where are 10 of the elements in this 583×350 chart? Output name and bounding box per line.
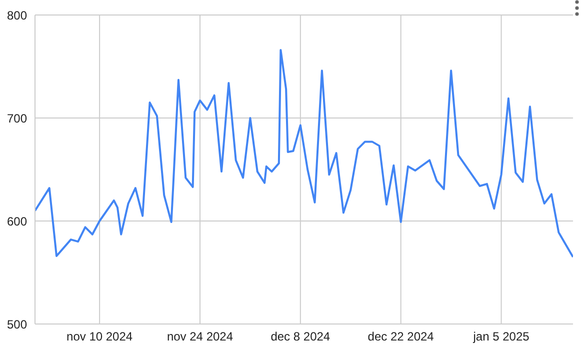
x-tick-label: nov 10 2024 xyxy=(66,330,133,344)
line-series xyxy=(35,49,573,258)
y-tick-label: 600 xyxy=(6,214,28,228)
x-tick-label: nov 24 2024 xyxy=(166,330,234,344)
y-tick-label: 700 xyxy=(6,111,28,126)
y-tick-label: 800 xyxy=(6,8,28,22)
y-tick-label: 500 xyxy=(6,317,28,332)
x-tick-label: jan 5 2025 xyxy=(472,330,530,344)
x-tick-label: dec 8 2024 xyxy=(270,330,330,344)
x-tick-label: dec 22 2024 xyxy=(368,330,434,344)
